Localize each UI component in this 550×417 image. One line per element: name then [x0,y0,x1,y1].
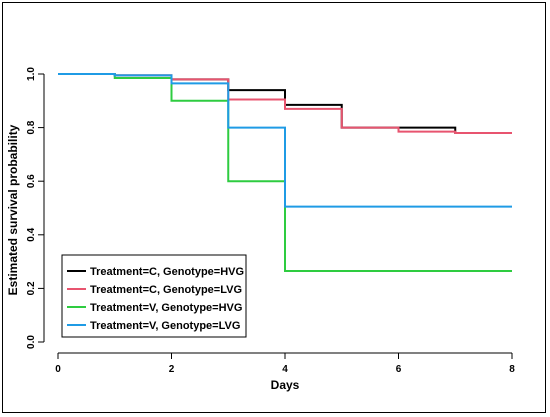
legend-box [61,254,247,338]
y-tick-label: 0.4 [26,227,37,241]
y-tick-label: 1.0 [26,67,37,81]
legend-label: Treatment=C, Genotype=HVG [90,266,244,278]
x-axis-label: Days [271,378,300,392]
x-tick-label: 8 [509,364,515,375]
series-line [58,73,512,208]
x-tick-label: 2 [169,364,175,375]
y-axis-label: Estimated survival probability [6,124,20,295]
y-tick-label: 0.2 [26,281,37,295]
legend: Treatment=C, Genotype=HVG Treatment=C, Ge… [61,254,247,338]
x-tick-label: 4 [282,364,288,375]
legend-label: Treatment=V, Genotype=HVG [90,302,242,314]
legend-label: Treatment=C, Genotype=LVG [90,284,242,296]
series-lines [58,73,512,272]
x-tick-label: 0 [55,364,61,375]
axes: 0 2 4 6 8 0.0 0.2 0.4 0.6 0.8 1.0 [26,67,515,375]
x-tick-label: 6 [396,364,402,375]
legend-label: Treatment=V, Genotype=LVG [90,320,240,332]
y-tick-label: 0.8 [26,120,37,134]
y-tick-label: 0.6 [26,174,37,188]
y-tick-label: 0.0 [26,335,37,349]
series-line [58,73,512,134]
